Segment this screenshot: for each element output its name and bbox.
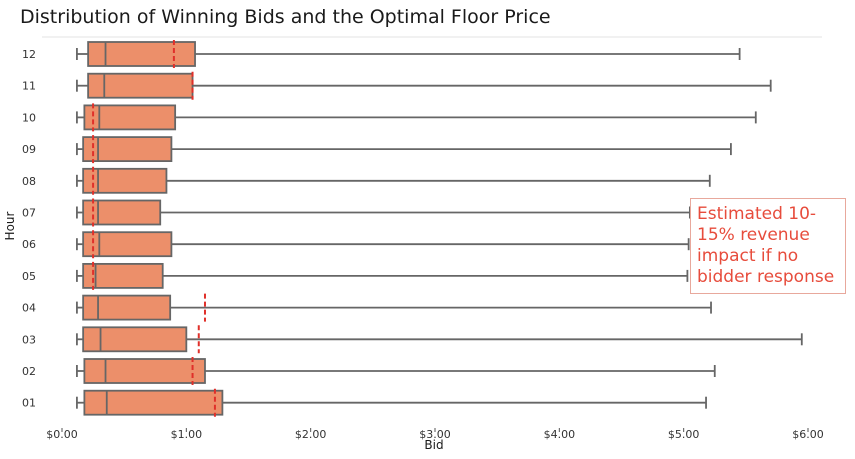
iqr-box	[82, 167, 168, 194]
iqr-box	[82, 326, 188, 353]
box-hour-08	[76, 167, 711, 194]
iqr-box	[82, 199, 162, 226]
box-hour-04	[76, 294, 712, 321]
y-tick-label: 12	[22, 48, 36, 61]
box-hour-03	[76, 326, 803, 353]
box-hour-11	[76, 72, 772, 99]
y-tick-label: 07	[22, 207, 36, 220]
x-axis-label: Bid	[424, 438, 443, 452]
y-tick-label: 08	[22, 175, 36, 188]
y-tick-label: 03	[22, 333, 36, 346]
box-hour-07	[76, 199, 691, 226]
x-tick-label: $4.00	[544, 428, 576, 441]
iqr-box	[82, 136, 173, 163]
box-hour-10	[76, 104, 757, 131]
y-tick-label: 06	[22, 238, 36, 251]
box-hour-05	[76, 262, 689, 289]
iqr-box	[83, 104, 177, 131]
y-tick-label: 01	[22, 397, 36, 410]
x-tick-label: $1.00	[171, 428, 203, 441]
revenue-impact-annotation: Estimated 10-15% revenue impact if no bi…	[690, 198, 846, 294]
box-hour-06	[76, 231, 690, 258]
box-hour-12	[76, 41, 741, 67]
iqr-box	[87, 72, 194, 99]
y-axis-label: Hour	[3, 211, 17, 240]
x-tick-label: $0.00	[46, 428, 78, 441]
y-tick-label: 02	[22, 365, 36, 378]
y-tick-label: 11	[22, 80, 36, 93]
iqr-box	[83, 389, 224, 416]
x-tick-label: $2.00	[295, 428, 327, 441]
iqr-box	[82, 294, 172, 321]
box-hour-02	[76, 358, 716, 384]
y-tick-label: 09	[22, 143, 36, 156]
iqr-box	[83, 358, 206, 384]
x-tick-label: $5.00	[668, 428, 700, 441]
iqr-box	[82, 231, 173, 258]
y-tick-label: 04	[22, 302, 36, 315]
chart-title: Distribution of Winning Bids and the Opt…	[20, 6, 551, 28]
iqr-box	[87, 41, 196, 67]
x-tick-label: $6.00	[792, 428, 824, 441]
y-tick-label: 10	[22, 111, 36, 124]
y-tick-label: 05	[22, 270, 36, 283]
x-tick-label: $3.00	[419, 428, 451, 441]
box-hour-01	[76, 389, 707, 416]
box-hour-09	[76, 136, 732, 163]
